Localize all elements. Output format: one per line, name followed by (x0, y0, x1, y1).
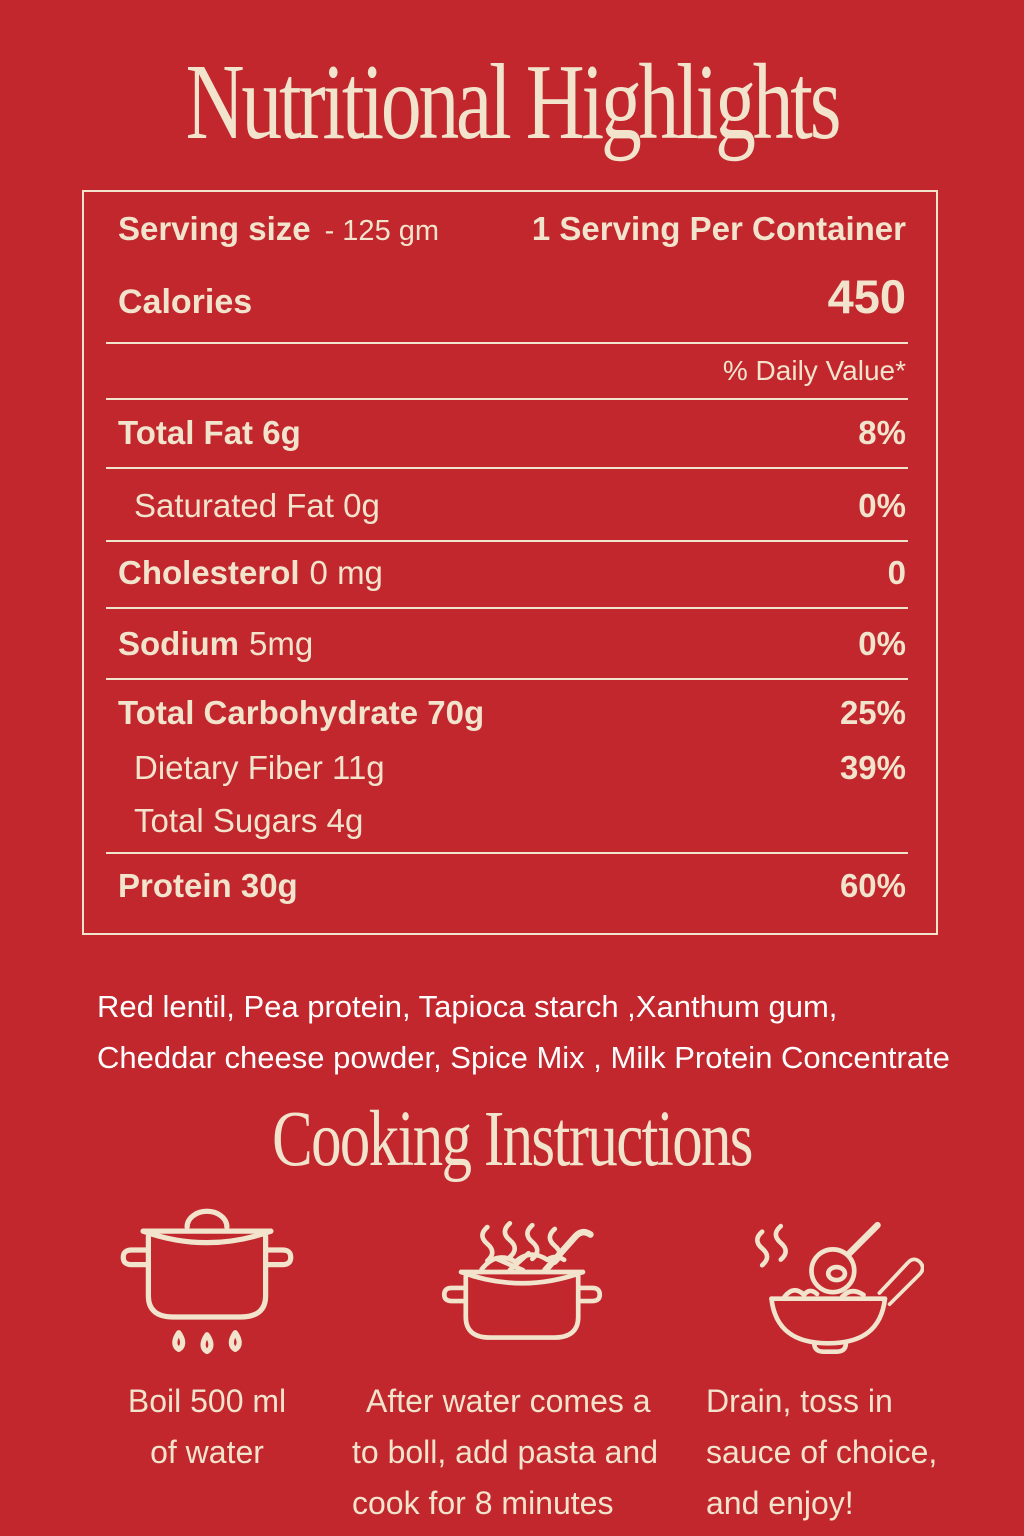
nutrient-label: Cholesterol 0 mg (118, 554, 383, 591)
serving-size-value: - 125 gm (324, 215, 440, 247)
daily-value-header-row: % Daily Value* (118, 355, 906, 387)
cooking-steps: Boil 500 ml of water (0, 1204, 1024, 1536)
divider (106, 398, 908, 400)
serving-size-label: Serving size (118, 210, 311, 247)
calories-value: 450 (827, 270, 906, 323)
serving-size: Serving size - 125 gm (118, 210, 439, 248)
drain-bowl-icon (706, 1204, 956, 1362)
pot-on-flame-icon (92, 1204, 322, 1362)
step-caption: Drain, toss in sauce of choice, and enjo… (706, 1383, 938, 1521)
calories-row: Calories 450 (118, 270, 906, 324)
nutrient-label: Sodium 5mg (118, 625, 314, 662)
serving-row: Serving size - 125 gm 1 Serving Per Cont… (118, 210, 906, 248)
divider (106, 852, 908, 854)
nutrient-value: 0 (887, 554, 906, 591)
divider (106, 342, 908, 344)
nutrient-label: Dietary Fiber 11g (134, 749, 385, 786)
divider (106, 540, 908, 542)
table-row: Total Sugars 4g (134, 802, 906, 840)
table-row: Sodium 5mg 0% (118, 625, 906, 663)
nutrient-label: Total Sugars 4g (134, 802, 364, 839)
table-row: Total Carbohydrate 70g 25% (118, 694, 906, 732)
table-row: Cholesterol 0 mg 0 (118, 554, 906, 592)
nutrient-value: 60% (839, 867, 906, 904)
table-row: Total Fat 6g 8% (118, 414, 906, 452)
step-caption: Boil 500 ml of water (127, 1383, 287, 1470)
cooking-step-drain-serve: Drain, toss in sauce of choice, and enjo… (706, 1204, 956, 1529)
nutrient-value: 39% (839, 749, 906, 786)
nutrient-label: Total Fat 6g (118, 414, 301, 451)
daily-value-header: % Daily Value* (722, 355, 906, 386)
nutrition-facts-panel: Serving size - 125 gm 1 Serving Per Cont… (82, 190, 938, 935)
nutrient-value: 25% (839, 694, 906, 731)
nutrient-label: Saturated Fat 0g (134, 487, 380, 524)
cooking-step-cook-pasta: After water comes a to boll, add pasta a… (352, 1204, 692, 1536)
nutrient-value: 0% (858, 625, 906, 662)
step-caption: After water comes a to boll, add pasta a… (352, 1383, 659, 1521)
ingredients-text: Red lentil, Pea protein, Tapioca starch … (97, 981, 977, 1083)
ingredients-line: Cheddar cheese powder, Spice Mix , Milk … (97, 1040, 950, 1075)
nutrient-value: 0% (858, 487, 906, 524)
boiling-pasta-pot-icon (352, 1204, 692, 1362)
nutrient-label: Protein 30g (118, 867, 298, 904)
ingredients-line: Red lentil, Pea protein, Tapioca starch … (97, 989, 838, 1024)
divider (106, 678, 908, 680)
servings-per-container: 1 Serving Per Container (531, 210, 906, 247)
table-row: Dietary Fiber 11g 39% (134, 749, 906, 787)
cooking-step-boil-water: Boil 500 ml of water (92, 1204, 322, 1478)
table-row: Protein 30g 60% (118, 867, 906, 905)
divider (106, 607, 908, 609)
table-row: Saturated Fat 0g 0% (134, 487, 906, 525)
calories-label: Calories (118, 283, 253, 321)
nutrient-value: 8% (858, 414, 906, 451)
divider (106, 467, 908, 469)
page-title: Nutritional Highlights (185, 42, 842, 163)
nutrient-label: Total Carbohydrate 70g (118, 694, 485, 731)
cooking-instructions-title: Cooking Instructions (272, 1095, 753, 1183)
